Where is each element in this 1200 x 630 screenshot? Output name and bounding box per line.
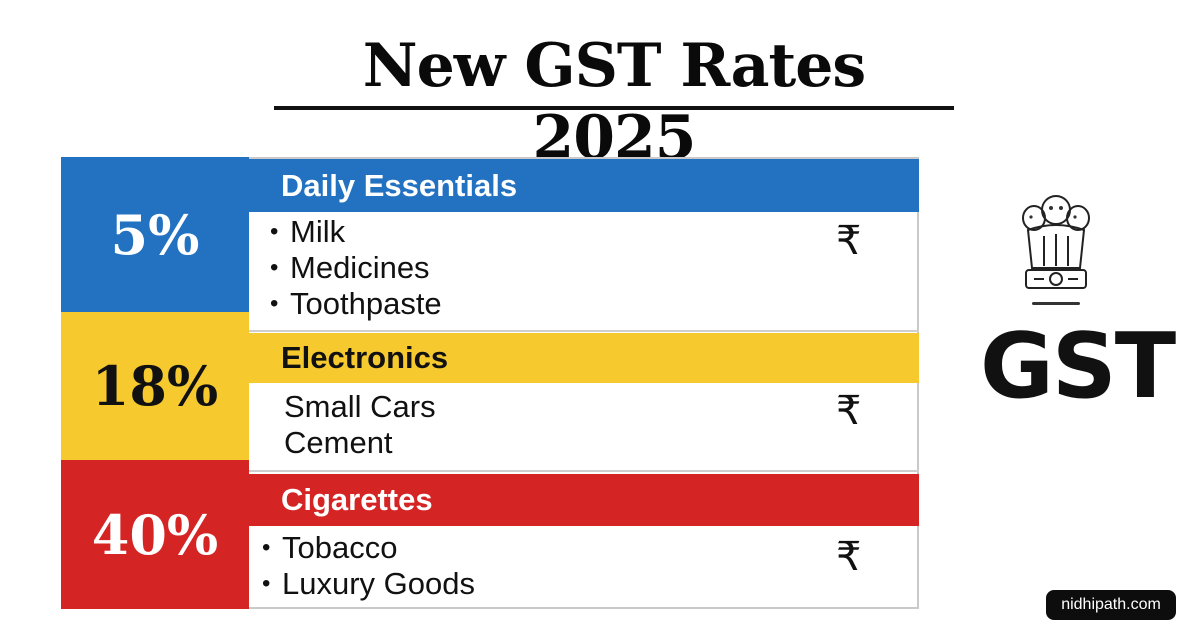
national-emblem-icon	[1022, 195, 1090, 305]
rupee-icon: ₹	[836, 388, 862, 434]
title-underline	[274, 106, 954, 110]
list-item: Tobacco	[262, 530, 475, 566]
rate-cell-18: 18%	[61, 312, 249, 460]
list-item: Luxury Goods	[262, 566, 475, 602]
row-divider	[249, 470, 919, 472]
category-header-cigarettes: Cigarettes	[249, 474, 919, 526]
item-list-5: Milk Medicines Toothpaste	[270, 214, 442, 322]
item-list-40: Tobacco Luxury Goods	[262, 530, 475, 602]
rate-cell-5: 5%	[61, 157, 249, 312]
row-divider	[249, 330, 919, 332]
rupee-icon: ₹	[836, 218, 862, 264]
page-title: New GST Rates 2025	[362, 31, 866, 173]
list-item: Milk	[270, 214, 442, 250]
list-item: Cement	[284, 425, 393, 460]
list-item: Small Cars	[284, 389, 436, 424]
list-item: Toothpaste	[270, 286, 442, 322]
rate-cell-40: 40%	[61, 460, 249, 609]
category-header-daily-essentials: Daily Essentials	[249, 159, 919, 212]
watermark-badge[interactable]: nidhipath.com	[1046, 590, 1176, 620]
category-header-electronics: Electronics	[249, 333, 919, 383]
item-list-18: Small Cars Cement	[270, 389, 436, 461]
gst-logo-text: GST	[980, 314, 1176, 419]
rupee-icon: ₹	[836, 534, 862, 580]
list-item: Medicines	[270, 250, 442, 286]
